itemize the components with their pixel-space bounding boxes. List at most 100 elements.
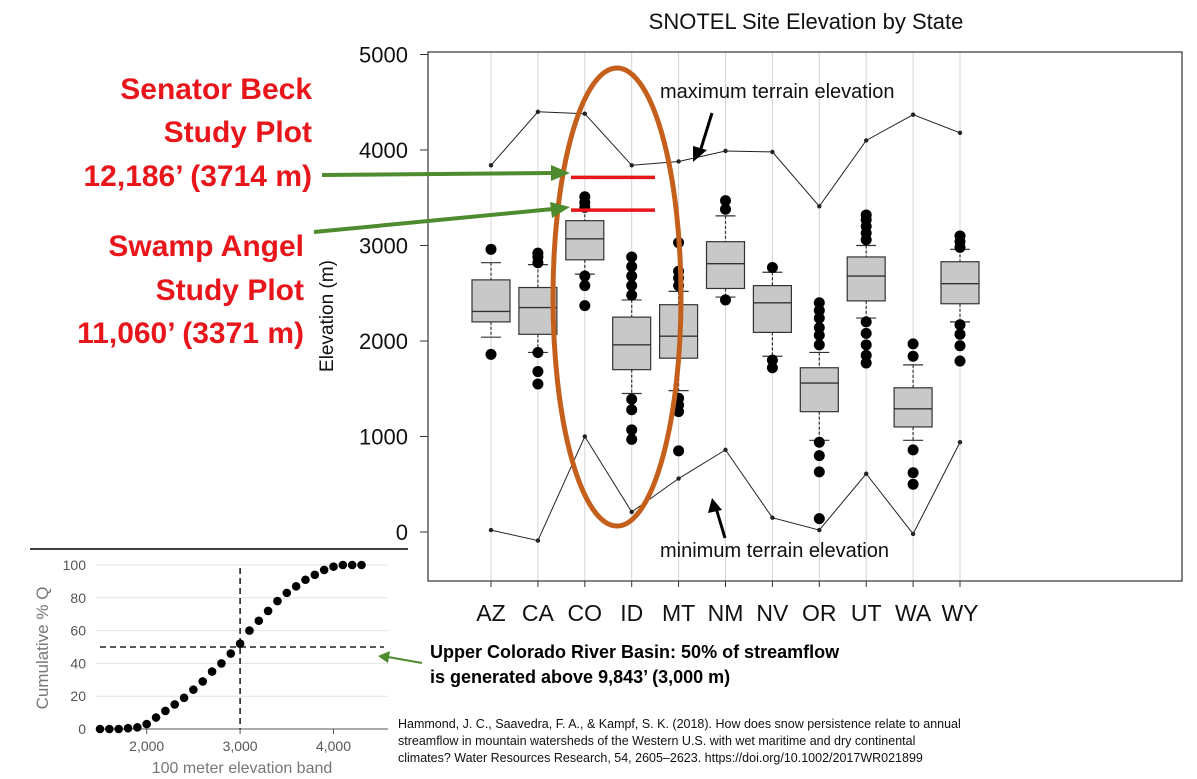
outlier-wa-3 (907, 350, 919, 362)
ucrb-arrow (387, 656, 423, 664)
inset-y-tick-label-20: 20 (70, 688, 86, 704)
ucrb-note-line1: Upper Colorado River Basin: 50% of strea… (430, 642, 840, 662)
inset-x-tick-label-2000: 2,000 (129, 738, 164, 754)
inset-point-3500 (282, 588, 292, 598)
min-terrain-point-az (488, 527, 494, 533)
outlier-id-1 (626, 424, 638, 436)
outlier-id-7 (626, 261, 638, 273)
outlier-nv-2 (766, 261, 778, 273)
x-axis: AZ CA CO ID MT NM NV OR UT WA WY (476, 581, 979, 626)
inset-point-2400 (179, 693, 189, 703)
max-terrain-point-mt (676, 159, 681, 164)
max-terrain-point-wy (957, 130, 963, 136)
x-tick-label-or: OR (802, 600, 837, 626)
outlier-id-4 (626, 289, 638, 301)
outlier-or-1 (813, 466, 825, 478)
max-terrain-arrow (693, 112, 714, 162)
y-tick-label-1000: 1000 (359, 425, 408, 450)
outlier-az-1 (485, 243, 497, 255)
colorado-highlight-ellipse (550, 65, 684, 529)
max-terrain-point-nm (723, 148, 728, 154)
min-terrain-point-mt (676, 476, 681, 481)
outlier-or-4 (813, 339, 825, 351)
inset-x-axis: 2,000 3,000 4,000 (129, 729, 351, 754)
min-terrain-point-ut (864, 471, 869, 476)
inset-cumulative-chart: 0 20 40 60 80 100 2,000 3,000 4,000 Cumulative … (30, 548, 408, 777)
iqr-box-or (799, 367, 839, 413)
outlier-nm-0 (720, 294, 731, 306)
x-tick-label-ut: UT (851, 600, 882, 626)
min-terrain-point-or (817, 527, 822, 533)
outlier-co-2 (579, 270, 591, 282)
outlier-wa-4 (907, 338, 919, 350)
citation-line2: streamflow in mountain watersheds of the… (398, 734, 915, 748)
outlier-ut-0 (860, 357, 872, 369)
senator-beck-elevation: 12,186’ (3714 m) (83, 160, 312, 193)
inset-point-2600 (198, 677, 208, 686)
max-terrain-point-nv (770, 149, 775, 155)
x-tick-label-nv: NV (756, 600, 789, 626)
snotel-boxplot: SNOTEL Site Elevation by State 0 1000 2000… (317, 9, 1183, 626)
inset-point-3800 (310, 570, 320, 580)
max-terrain-point-or (817, 204, 822, 209)
inset-point-2800 (217, 659, 226, 668)
inset-point-2700 (207, 667, 217, 676)
y-axis-label: Elevation (m) (317, 260, 338, 372)
max-terrain-point-id (629, 163, 634, 168)
min-terrain-point-id (629, 509, 634, 515)
plot-frame (427, 51, 1183, 582)
outlier-id-5 (626, 280, 638, 292)
max-terrain-point-ca (535, 109, 541, 115)
senator-beck-arrowhead (551, 165, 570, 181)
max-terrain-point-az (488, 163, 494, 168)
state-boxes (471, 191, 980, 525)
outlier-ca-5 (532, 247, 544, 259)
y-tick-label-5000: 5000 (359, 43, 408, 68)
inset-x-axis-label: 100 meter elevation band (152, 760, 333, 777)
iqr-box-id (612, 316, 652, 371)
inset-x-tick-label-3000: 3,000 (223, 738, 258, 754)
swamp-angel-arrowhead (550, 202, 570, 218)
inset-y-tick-label-40: 40 (70, 655, 86, 671)
x-tick-label-id: ID (620, 600, 643, 626)
inset-point-2900 (226, 649, 236, 658)
inset-point-1900 (133, 723, 142, 732)
box-nv (752, 261, 793, 374)
outlier-co-0 (579, 300, 591, 312)
senator-beck-arrow (321, 171, 554, 177)
y-tick-label-2000: 2000 (359, 329, 408, 354)
min-terrain-arrow (708, 498, 727, 539)
inset-reference-lines (100, 568, 384, 729)
max-terrain-point-ut (864, 138, 869, 143)
inset-point-4100 (338, 560, 348, 570)
y-tick-label-0: 0 (396, 520, 408, 545)
outlier-ut-2 (860, 339, 872, 351)
inset-point-1800 (123, 723, 133, 733)
green-pointer-arrows (313, 165, 570, 664)
inset-y-axis-label: Cumulative % Q (33, 587, 52, 710)
inset-point-3000 (235, 639, 245, 649)
y-axis: 0 1000 2000 3000 4000 5000 (359, 43, 428, 545)
inset-point-3400 (273, 596, 282, 606)
citation-line3: climates? Water Resources Research, 54, … (398, 751, 923, 765)
inset-point-1700 (114, 724, 123, 734)
inset-gridlines (96, 564, 388, 697)
inset-point-4300 (357, 560, 366, 570)
outlier-wy-2 (954, 328, 966, 340)
iqr-box-wy (940, 261, 980, 305)
citation-line1: Hammond, J. C., Saavedra, F. A., & Kampf… (398, 717, 961, 731)
study-plot-annotations: Senator Beck Study Plot 12,186’ (3714 m)… (77, 73, 312, 350)
inset-x-tick-label-4000: 4,000 (316, 738, 351, 754)
outlier-or-5 (813, 329, 825, 341)
inset-y-tick-label-80: 80 (70, 590, 86, 606)
inset-point-4000 (329, 562, 338, 571)
min-terrain-point-ca (535, 538, 541, 543)
outlier-az-0 (485, 348, 497, 360)
inset-point-3200 (254, 616, 264, 626)
outlier-ut-1 (860, 349, 872, 361)
outlier-or-6 (813, 322, 825, 334)
inset-point-3700 (301, 575, 310, 585)
iqr-box-az (471, 279, 511, 323)
box-co (565, 191, 605, 312)
